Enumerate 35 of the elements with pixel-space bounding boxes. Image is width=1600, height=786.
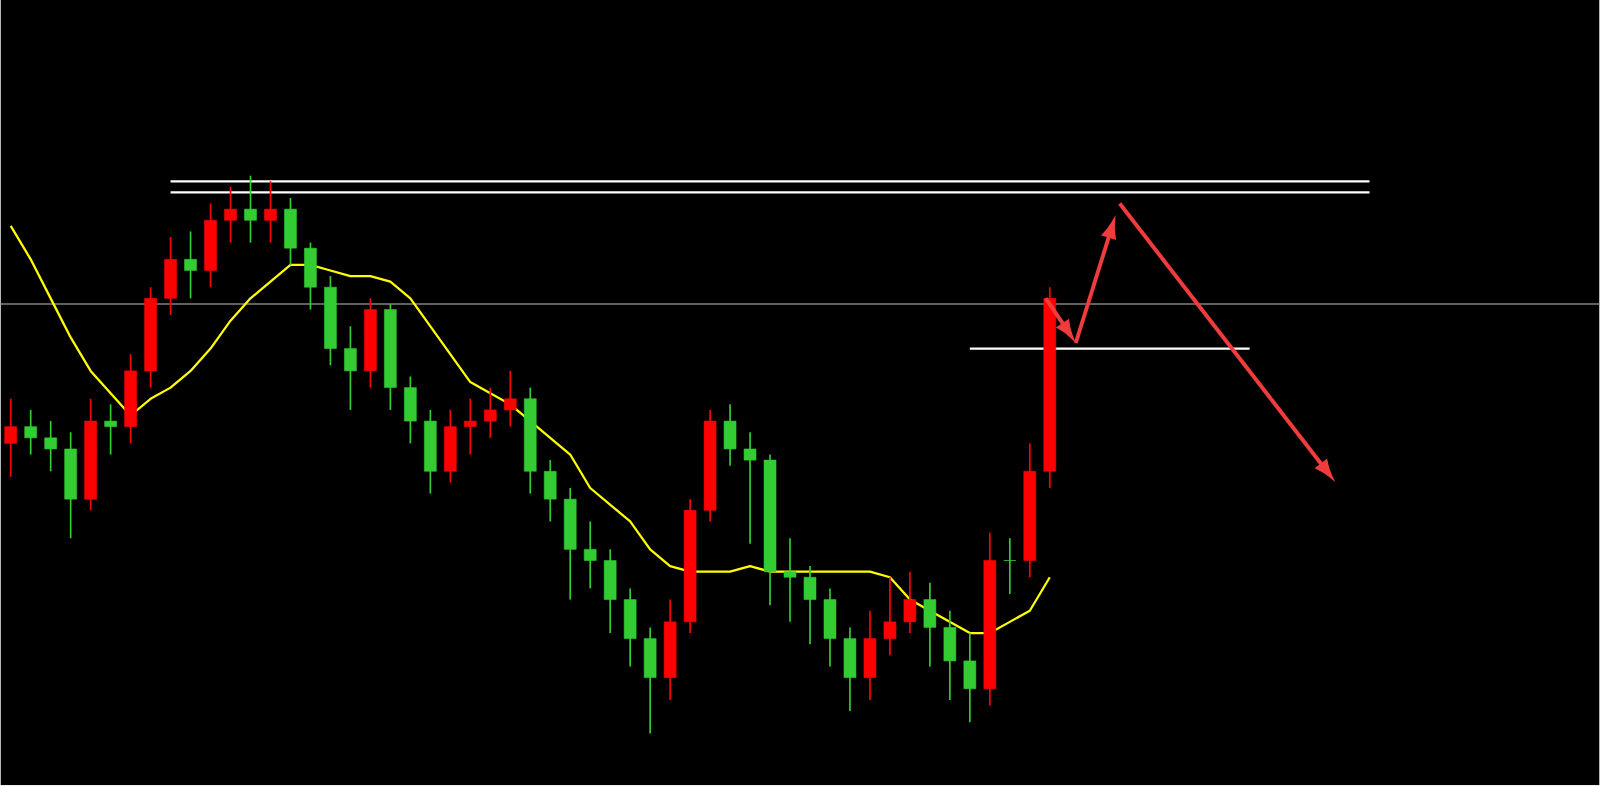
candlestick: [783, 537, 797, 624]
candlestick: [503, 370, 517, 428]
candlestick: [484, 387, 497, 439]
candlestick: [863, 610, 877, 702]
candlestick: [244, 175, 257, 244]
candlestick: [344, 325, 357, 412]
candlestick: [903, 571, 917, 635]
candlestick: [44, 420, 57, 473]
candlestick: [843, 626, 857, 713]
candlestick: [723, 403, 737, 467]
candlestick: [444, 409, 457, 484]
candlestick: [623, 587, 637, 668]
candlestick: [803, 565, 817, 646]
candlestick: [24, 409, 37, 456]
candlestick: [603, 548, 617, 635]
candlestick: [1003, 537, 1017, 596]
candlestick: [4, 398, 17, 479]
candlestick: [464, 398, 477, 456]
candlestick: [743, 431, 757, 545]
candlestick: [943, 610, 957, 702]
candlestick: [104, 403, 117, 456]
candlestick: [923, 582, 937, 668]
candlestick: [963, 632, 977, 724]
candlestick: [224, 186, 237, 244]
candlestick: [883, 576, 897, 657]
candlestick: [304, 242, 317, 311]
candlestick: [543, 459, 557, 523]
candlestick: [583, 520, 597, 590]
candlestick: [823, 587, 837, 668]
candlestick: [404, 375, 417, 445]
candlestick: [164, 236, 177, 317]
candlestick: [284, 197, 297, 267]
candlestick: [184, 230, 197, 300]
candlestick: [643, 626, 657, 735]
candlestick: [264, 180, 277, 244]
